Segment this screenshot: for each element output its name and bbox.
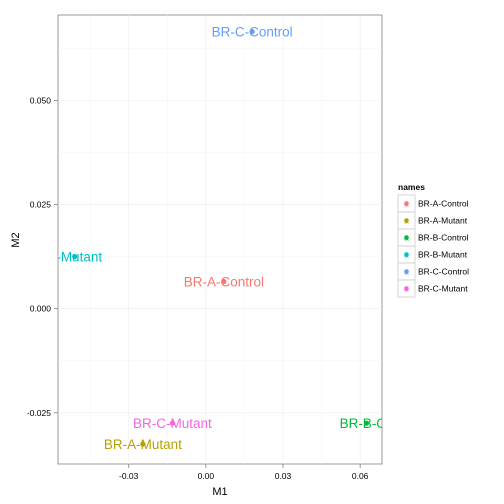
- point-label: BR-A-Mutant: [104, 437, 182, 452]
- legend-key-point: [404, 218, 409, 223]
- legend-key-point: [404, 269, 409, 274]
- grid-lines: [58, 15, 382, 464]
- legend-key-glyph: a: [404, 285, 409, 294]
- legend-key-point: [404, 201, 409, 206]
- legend-title: names: [398, 182, 425, 192]
- legend-key-glyph: a: [404, 217, 409, 226]
- y-tick-label: 0.025: [30, 200, 52, 210]
- y-tick-label: 0.050: [30, 95, 52, 105]
- legend-key-glyph: a: [404, 268, 409, 277]
- legend-label: BR-A-Control: [418, 199, 469, 209]
- point-label: BR-C-Control: [212, 25, 293, 40]
- data-points: BR-A-Control BR-A-Mutant BR-B-Co B-Mutant BR…: [47, 25, 394, 452]
- point-label: B-Mutant: [47, 250, 102, 265]
- plot-panel: [57, 14, 383, 465]
- data-point: [140, 441, 146, 447]
- legend-key-glyph: a: [404, 200, 409, 209]
- x-axis-title: M1: [212, 486, 227, 498]
- x-tick-label: 0.03: [275, 471, 292, 481]
- legend-label: BR-A-Mutant: [418, 216, 468, 226]
- x-tick-label: -0.03: [119, 471, 139, 481]
- point-label: BR-C-Mutant: [133, 416, 212, 431]
- y-tick-label: 0.000: [30, 304, 52, 314]
- y-axis-title: M2: [10, 232, 22, 247]
- x-tick-label: 0.00: [198, 471, 215, 481]
- legend-key-point: [404, 252, 409, 257]
- legend-label: BR-C-Control: [418, 267, 469, 277]
- legend-key-point: [404, 286, 409, 291]
- legend-label: BR-B-Mutant: [418, 250, 468, 260]
- data-point: [169, 420, 176, 426]
- data-point: [72, 253, 78, 260]
- legend: names a BR-A-Control a BR-A-Mutant a BR-B-Con…: [397, 182, 469, 298]
- point-label: BR-B-Co: [340, 416, 394, 431]
- legend-key-point: [404, 235, 409, 240]
- data-point: [363, 420, 370, 426]
- legend-key-glyph: a: [404, 251, 409, 260]
- axes: -0.03 0.00 0.03 0.06 -0.025 0.000 0.025 0.050: [27, 95, 369, 481]
- data-point: [221, 278, 227, 285]
- point-label: BR-A-Control: [184, 275, 264, 290]
- legend-key-glyph: a: [404, 234, 409, 243]
- legend-label: BR-C-Mutant: [418, 284, 468, 294]
- data-point: [249, 29, 255, 35]
- legend-label: BR-B-Control: [418, 233, 469, 243]
- x-tick-label: 0.06: [352, 471, 369, 481]
- y-tick-label: -0.025: [27, 408, 51, 418]
